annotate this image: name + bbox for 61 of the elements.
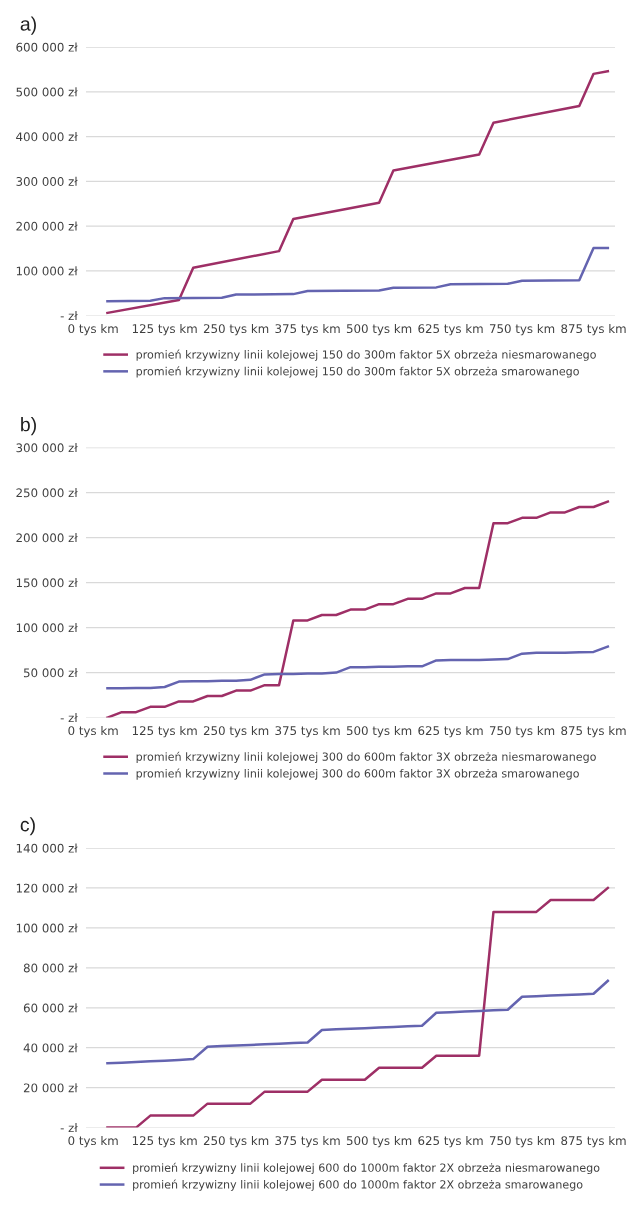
y-tick-label: 600 000 zł bbox=[16, 42, 78, 52]
line-series bbox=[106, 886, 610, 1128]
legend-label: promień krzywizny linii kolejowej 600 do 1000m faktor 2X obrzeża smarowanego bbox=[133, 1179, 583, 1191]
line-series bbox=[106, 979, 610, 1065]
y-tick-label: 40 000 zł bbox=[23, 1043, 78, 1053]
y-tick-label: 60 000 zł bbox=[23, 1003, 78, 1013]
x-tick-label: 625 tys km bbox=[418, 1135, 483, 1148]
y-tick-label: 300 000 zł bbox=[16, 443, 78, 453]
legend-label: promień krzywizny linii kolejowej 150 do 300m faktor 5X obrzeża niesmarowanego bbox=[136, 349, 596, 361]
y-tick-label: 250 000 zł bbox=[16, 488, 78, 498]
y-tick-label: 50 000 zł bbox=[23, 668, 78, 678]
x-tick-label: 750 tys km bbox=[489, 323, 555, 336]
line-series bbox=[106, 645, 610, 690]
y-tick-label: 120 000 zł bbox=[16, 883, 78, 893]
x-tick-label: 0 tys km bbox=[68, 323, 118, 336]
y-tick-label: 20 000 zł bbox=[23, 1083, 78, 1093]
y-tick-label: 500 000 zł bbox=[16, 87, 78, 97]
x-tick-label: 125 tys km bbox=[132, 1135, 197, 1148]
x-tick-label: 250 tys km bbox=[203, 323, 269, 336]
y-tick-label: 400 000 zł bbox=[16, 132, 78, 142]
x-tick-label: 875 tys km bbox=[561, 1135, 626, 1148]
line-series bbox=[106, 69, 610, 315]
y-tick-label: 100 000 zł bbox=[16, 923, 78, 933]
y-tick-label: 140 000 zł bbox=[16, 843, 78, 853]
y-tick-label: 100 000 zł bbox=[16, 266, 78, 276]
x-tick-label: 125 tys km bbox=[132, 323, 197, 336]
legend-label: promień krzywizny linii kolejowej 300 do 600m faktor 3X obrzeża niesmarowanego bbox=[136, 751, 596, 763]
y-tick-label: 300 000 zł bbox=[16, 176, 78, 186]
x-tick-label: 500 tys km bbox=[346, 323, 412, 336]
x-tick-label: 375 tys km bbox=[275, 725, 340, 738]
legend-label: promień krzywizny linii kolejowej 300 do 600m faktor 3X obrzeża smarowanego bbox=[136, 768, 579, 780]
x-tick-label: 500 tys km bbox=[346, 725, 412, 738]
y-tick-label: - zł bbox=[60, 311, 78, 321]
x-tick-label: 875 tys km bbox=[561, 725, 626, 738]
y-tick-label: - zł bbox=[60, 713, 78, 723]
y-tick-label: 200 000 zł bbox=[16, 221, 78, 231]
y-tick-label: 80 000 zł bbox=[23, 963, 78, 973]
line-series bbox=[106, 246, 610, 303]
x-tick-label: 875 tys km bbox=[561, 323, 626, 336]
y-tick-label: 100 000 zł bbox=[16, 623, 78, 633]
y-tick-label: 200 000 zł bbox=[16, 533, 78, 543]
x-tick-label: 0 tys km bbox=[68, 1135, 118, 1148]
x-tick-label: 750 tys km bbox=[489, 1135, 555, 1148]
line-series bbox=[106, 500, 610, 718]
x-tick-label: 250 tys km bbox=[203, 725, 269, 738]
y-tick-label: 150 000 zł bbox=[16, 578, 78, 588]
x-tick-label: 625 tys km bbox=[418, 323, 483, 336]
x-tick-label: 125 tys km bbox=[132, 725, 197, 738]
x-tick-label: 250 tys km bbox=[203, 1135, 269, 1148]
x-tick-label: 375 tys km bbox=[275, 323, 340, 336]
chart-title: a) bbox=[20, 16, 36, 35]
x-tick-label: 500 tys km bbox=[346, 1135, 412, 1148]
x-tick-label: 625 tys km bbox=[418, 725, 483, 738]
x-tick-label: 0 tys km bbox=[68, 725, 118, 738]
x-tick-label: 375 tys km bbox=[275, 1135, 340, 1148]
y-tick-label: - zł bbox=[60, 1123, 78, 1133]
chart-title: b) bbox=[21, 417, 36, 436]
x-tick-label: 750 tys km bbox=[489, 725, 555, 738]
legend-label: promień krzywizny linii kolejowej 150 do 300m faktor 5X obrzeża smarowanego bbox=[136, 366, 579, 378]
legend-label: promień krzywizny linii kolejowej 600 do 1000m faktor 2X obrzeża niesmarowanego bbox=[133, 1162, 600, 1174]
chart-title: c) bbox=[20, 817, 35, 836]
